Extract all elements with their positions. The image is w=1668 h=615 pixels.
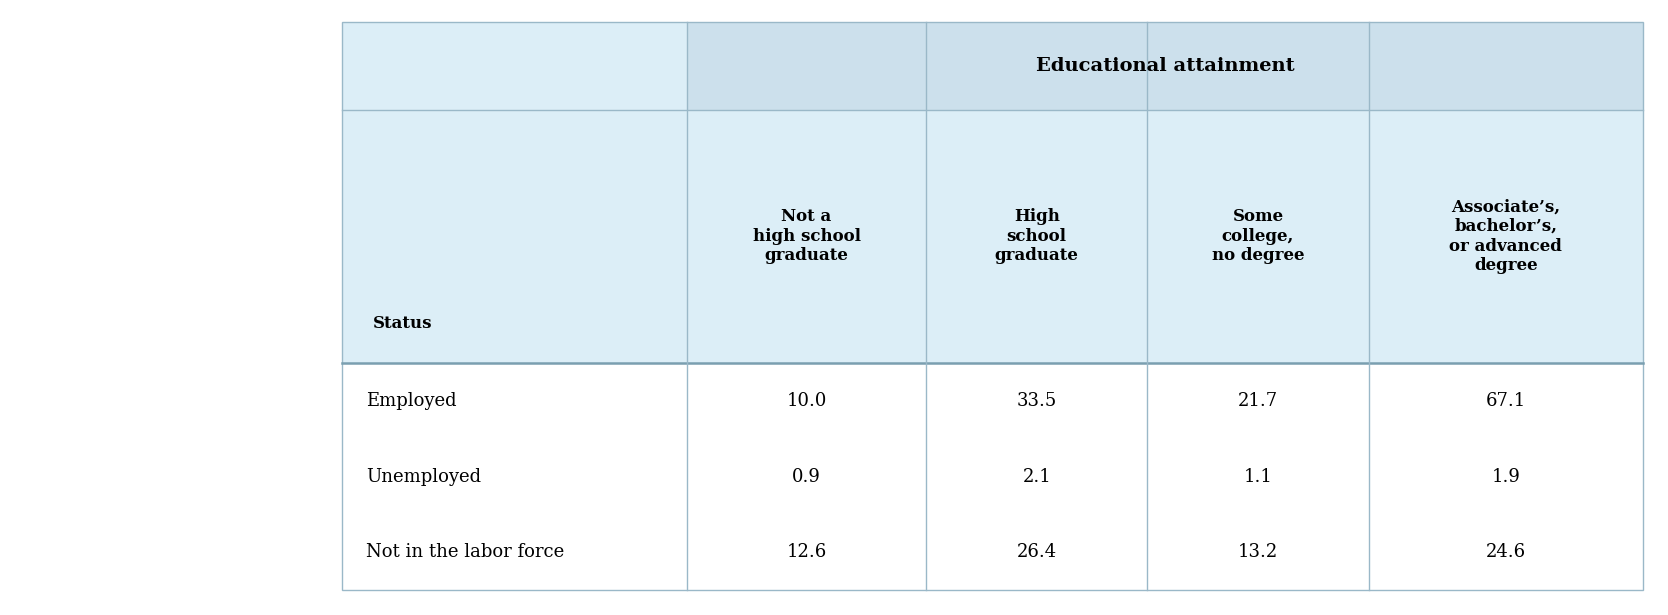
- Text: 2.1: 2.1: [1022, 467, 1051, 486]
- Text: 10.0: 10.0: [786, 392, 827, 410]
- Bar: [687, 438, 926, 515]
- Text: 0.9: 0.9: [792, 467, 821, 486]
- Bar: [926, 363, 1148, 438]
- Bar: [1369, 515, 1643, 590]
- Text: 13.2: 13.2: [1238, 544, 1278, 561]
- Bar: [926, 515, 1148, 590]
- Bar: [1148, 363, 1369, 438]
- Bar: [687, 109, 926, 363]
- Bar: [687, 22, 1643, 109]
- Text: 1.9: 1.9: [1491, 467, 1520, 486]
- Text: 24.6: 24.6: [1486, 544, 1526, 561]
- Text: 21.7: 21.7: [1238, 392, 1278, 410]
- Bar: [687, 515, 926, 590]
- Bar: [1148, 438, 1369, 515]
- Bar: [687, 363, 926, 438]
- Bar: [926, 109, 1148, 363]
- Text: Educational attainment: Educational attainment: [1036, 57, 1294, 74]
- Text: Some
college,
no degree: Some college, no degree: [1211, 208, 1304, 264]
- Bar: [342, 363, 687, 438]
- Bar: [342, 22, 1643, 590]
- Text: 12.6: 12.6: [787, 544, 827, 561]
- Bar: [342, 515, 687, 590]
- Bar: [1369, 438, 1643, 515]
- Bar: [1369, 109, 1643, 363]
- Text: Status: Status: [374, 315, 432, 333]
- Text: High
school
graduate: High school graduate: [994, 208, 1079, 264]
- Bar: [1369, 363, 1643, 438]
- Text: 1.1: 1.1: [1244, 467, 1273, 486]
- Text: 67.1: 67.1: [1486, 392, 1526, 410]
- Text: Associate’s,
bachelor’s,
or advanced
degree: Associate’s, bachelor’s, or advanced deg…: [1449, 199, 1563, 274]
- Bar: [926, 438, 1148, 515]
- Bar: [1148, 515, 1369, 590]
- Bar: [342, 438, 687, 515]
- Bar: [342, 109, 687, 363]
- Text: 26.4: 26.4: [1017, 544, 1058, 561]
- Text: Not in the labor force: Not in the labor force: [365, 544, 564, 561]
- Bar: [1148, 109, 1369, 363]
- Text: Unemployed: Unemployed: [365, 467, 482, 486]
- Text: Employed: Employed: [365, 392, 457, 410]
- Bar: [342, 22, 687, 109]
- Text: 33.5: 33.5: [1016, 392, 1058, 410]
- Text: Not a
high school
graduate: Not a high school graduate: [752, 208, 861, 264]
